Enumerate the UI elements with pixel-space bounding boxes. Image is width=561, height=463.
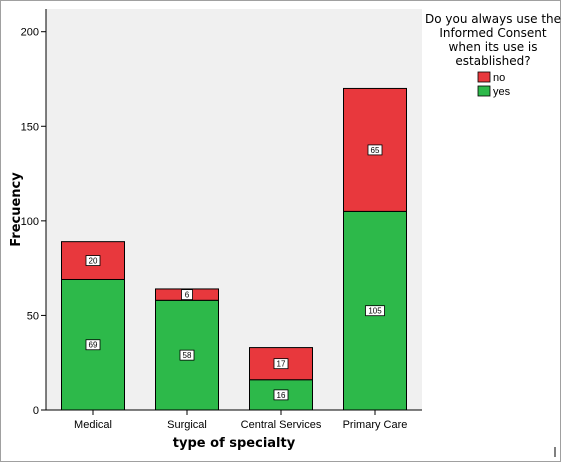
x-tick-label-3: Primary Care [343,419,408,431]
y-tick-label-100: 100 [21,216,39,228]
y-tick-label-0: 0 [33,405,39,417]
legend-title-line-1: Informed Consent [439,26,547,40]
y-tick-label-50: 50 [27,310,39,322]
data-label-no-0: 20 [89,257,98,266]
y-axis-title: Frecuency [9,172,24,247]
legend-label-no: no [493,72,505,84]
bars-group: 69 20 58 6 16 17 105 65 [61,87,407,411]
x-tick-label-1: Surgical [167,419,207,431]
x-tick-label-0: Medical [74,419,112,431]
axes-group: 0 50 100 150 200 Medical Surgical Central Servi… [21,9,422,431]
legend-swatch-yes [477,85,491,97]
data-label-yes-2: 16 [277,391,286,400]
data-label-box-yes-0 [85,339,101,351]
y-tick-label-200: 200 [21,27,39,39]
x-axis-title: type of specialty [173,436,296,451]
legend-title-line-3: established? [455,54,530,68]
data-label-yes-1: 58 [183,351,192,360]
data-label-yes-0: 69 [89,341,98,350]
data-label-box-yes-1 [179,349,195,361]
data-label-box-yes-3 [365,305,385,317]
legend-title-line-2: when its use is [449,40,538,54]
y-tick-label-150: 150 [21,121,39,133]
x-tick-label-2: Central Services [241,419,322,431]
data-label-box-no-1 [181,289,193,301]
data-label-no-2: 17 [277,360,286,369]
legend-title-line-0: Do you always use the [425,12,561,26]
data-label-yes-3: 105 [368,307,382,316]
legend-label-yes: yes [493,86,511,98]
data-label-box-no-2 [273,358,289,370]
data-label-box-yes-2 [273,389,289,401]
legend-swatch-no [477,71,491,83]
data-label-box-no-3 [367,144,383,156]
data-label-no-3: 65 [371,146,380,155]
data-label-no-1: 6 [185,291,190,300]
data-label-box-no-0 [85,255,101,266]
